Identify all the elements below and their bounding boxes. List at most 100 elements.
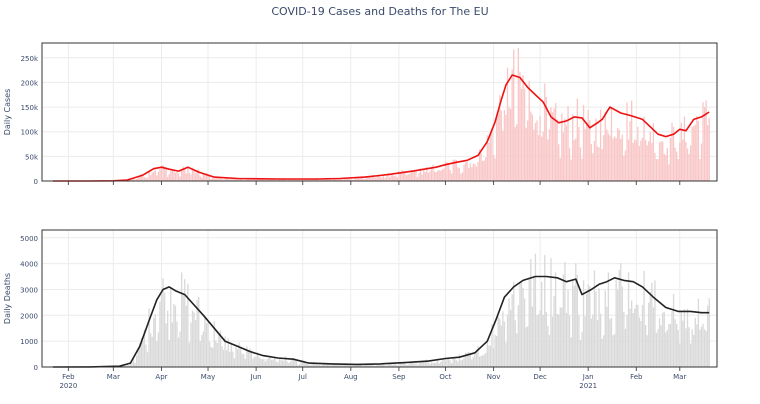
daily-bar <box>664 312 665 367</box>
daily-bar <box>657 159 658 181</box>
daily-bar <box>204 316 205 367</box>
daily-bar <box>603 135 604 181</box>
daily-bar <box>232 352 233 368</box>
daily-bar <box>439 170 440 181</box>
daily-bar <box>615 280 616 367</box>
daily-bar <box>639 146 640 181</box>
daily-bar <box>150 333 151 367</box>
daily-bar <box>598 288 599 367</box>
daily-bar <box>245 359 246 367</box>
daily-bar <box>159 302 160 367</box>
daily-bar <box>681 312 682 367</box>
chart-title: COVID-19 Cases and Deaths for The EU <box>271 5 488 18</box>
daily-bar <box>229 352 230 367</box>
daily-bar <box>488 143 489 181</box>
daily-bar <box>265 362 266 367</box>
daily-bar <box>687 309 688 367</box>
y-tick-label: 5000 <box>20 235 38 243</box>
daily-bar <box>183 295 184 367</box>
daily-bar <box>516 124 517 181</box>
daily-bar <box>198 297 199 367</box>
daily-bar <box>189 173 190 181</box>
daily-bar <box>290 362 291 367</box>
daily-bar <box>187 167 188 181</box>
daily-bar <box>479 357 480 367</box>
daily-bar <box>504 110 505 181</box>
daily-bar <box>210 347 211 367</box>
daily-bar <box>294 360 295 367</box>
daily-bar <box>698 299 699 367</box>
daily-bar <box>184 168 185 181</box>
daily-bar <box>670 138 671 181</box>
y-tick-label: 0 <box>34 364 38 372</box>
daily-bar <box>496 117 497 181</box>
y-tick-label: 150k <box>21 104 39 112</box>
daily-bar <box>460 174 461 181</box>
daily-bar <box>496 336 497 367</box>
daily-bar <box>507 314 508 367</box>
daily-bar <box>591 144 592 181</box>
y-tick-label: 50k <box>25 153 39 161</box>
daily-bar <box>656 159 657 181</box>
daily-bar <box>145 178 146 181</box>
daily-bar <box>696 116 697 181</box>
daily-bar <box>681 123 682 181</box>
daily-bar <box>637 305 638 367</box>
daily-bar <box>485 157 486 181</box>
daily-bar <box>152 337 153 367</box>
daily-bar <box>414 171 415 181</box>
daily-bar <box>530 112 531 181</box>
daily-bar <box>529 279 530 367</box>
daily-bar <box>240 347 241 367</box>
daily-bar <box>642 305 643 367</box>
daily-bar <box>577 275 578 367</box>
daily-bar <box>508 299 509 367</box>
daily-bar <box>311 364 312 367</box>
daily-bar <box>221 346 222 367</box>
daily-bar <box>435 362 436 367</box>
daily-bar <box>549 129 550 181</box>
daily-bar <box>567 290 568 367</box>
daily-bar <box>695 125 696 181</box>
daily-bar <box>181 171 182 181</box>
daily-bar <box>557 314 558 367</box>
daily-bar <box>530 259 531 367</box>
daily-bar <box>650 292 651 367</box>
daily-bar <box>136 356 137 367</box>
daily-bar <box>243 354 244 367</box>
daily-bar <box>656 333 657 367</box>
daily-bar <box>623 156 624 181</box>
daily-bar <box>515 127 516 181</box>
daily-bar <box>665 155 666 181</box>
daily-bar <box>538 314 539 367</box>
daily-bar <box>468 168 469 181</box>
daily-bar <box>190 175 191 181</box>
daily-bar <box>498 317 499 367</box>
daily-bar <box>463 165 464 181</box>
daily-bar <box>555 272 556 367</box>
daily-bar <box>550 108 551 181</box>
daily-bar <box>474 164 475 181</box>
daily-bar <box>657 329 658 367</box>
daily-bar <box>595 118 596 181</box>
daily-bar <box>586 123 587 181</box>
daily-bar <box>480 153 481 181</box>
daily-bar <box>541 137 542 181</box>
daily-bar <box>687 149 688 182</box>
daily-bar <box>645 325 646 367</box>
daily-bar <box>192 311 193 367</box>
x-tick-label: Jun <box>250 373 262 381</box>
daily-bar <box>437 171 438 181</box>
daily-bar <box>617 128 618 181</box>
daily-bar <box>138 350 139 367</box>
daily-bar <box>529 81 530 181</box>
daily-bar <box>235 346 236 367</box>
daily-bar <box>516 333 517 367</box>
daily-bar <box>614 334 615 367</box>
daily-bar <box>172 322 173 367</box>
y-tick-label: 250k <box>21 55 39 63</box>
daily-bar <box>152 172 153 181</box>
daily-bar <box>674 319 675 367</box>
daily-bar <box>488 346 489 367</box>
daily-bar <box>493 155 494 181</box>
